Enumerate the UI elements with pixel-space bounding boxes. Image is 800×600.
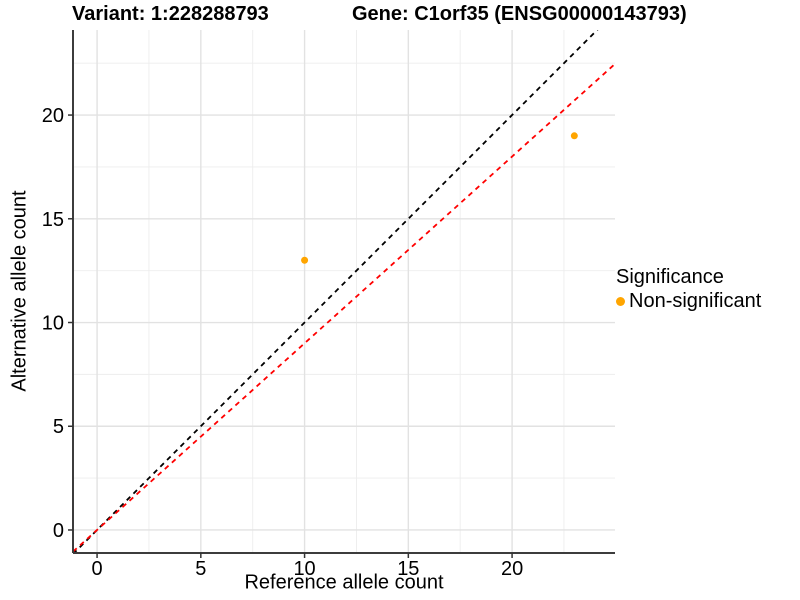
identity-line: [73, 30, 599, 553]
gene-title: Gene: C1orf35 (ENSG00000143793): [352, 3, 687, 25]
y-tick-label: 5: [53, 416, 64, 438]
y-tick-label: 15: [42, 209, 64, 231]
x-axis-title: Reference allele count: [244, 571, 444, 594]
legend-title: Significance: [616, 266, 724, 288]
x-tick-label: 15: [397, 558, 419, 580]
data-point: [301, 256, 309, 264]
y-tick-label: 0: [53, 520, 64, 542]
legend-entry-label: Non-significant: [629, 290, 762, 312]
x-tick-label: 10: [293, 558, 315, 580]
variant-title: Variant: 1:228288793: [72, 3, 269, 25]
x-tick-label: 5: [195, 558, 206, 580]
legend-point-icon: [616, 297, 625, 306]
y-tick-label: 20: [42, 105, 64, 127]
x-tick-label: 0: [92, 558, 103, 580]
y-tick-label: 10: [42, 313, 64, 335]
y-axis-title: Alternative allele count: [8, 190, 31, 392]
legend: Significance Non-significant: [616, 266, 761, 313]
data-point: [570, 132, 578, 140]
fitted-ratio-line: [73, 63, 615, 553]
plot-panel: [73, 30, 615, 553]
legend-entry: Non-significant: [616, 290, 761, 313]
x-tick-label: 20: [501, 558, 523, 580]
